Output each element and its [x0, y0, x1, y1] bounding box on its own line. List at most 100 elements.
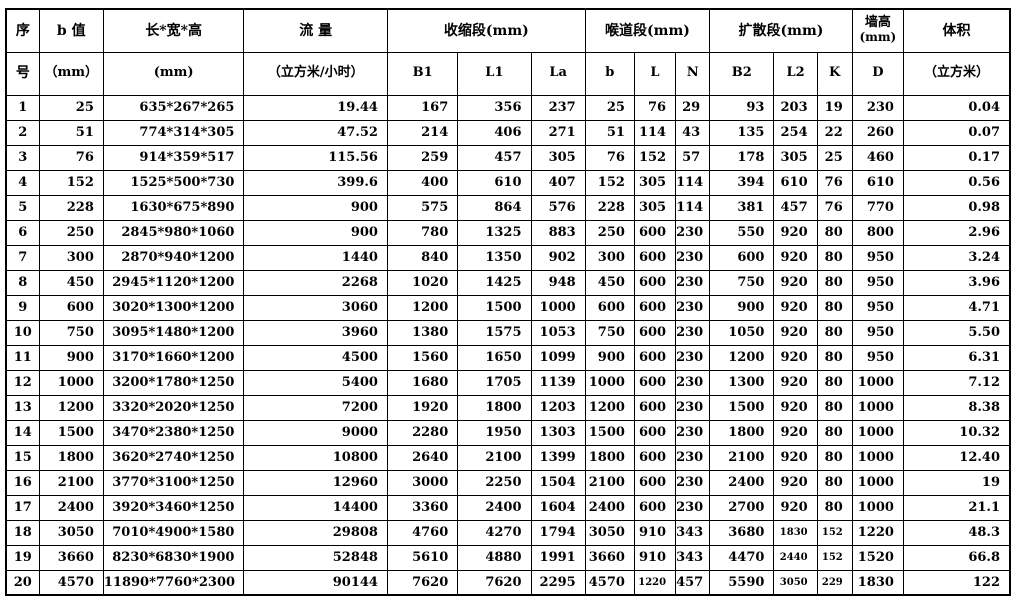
table-cell: 114	[675, 194, 711, 221]
table-cell: 29808	[243, 519, 388, 546]
table-cell: 4570	[38, 569, 104, 596]
table-cell: 3095*1480*1200	[102, 319, 245, 346]
table-cell: 4570	[584, 569, 635, 596]
row-number-cell: 3	[5, 144, 40, 171]
table-cell: 228	[584, 194, 635, 221]
table-cell: 1800	[457, 394, 532, 421]
table-cell: 214	[386, 119, 459, 146]
table-row: 14 1500 3470*2380*1250 9000 2280 1950 1303 1500…	[5, 419, 1011, 446]
table-cell: 167	[386, 94, 459, 121]
table-cell: 600	[633, 494, 677, 521]
row-number-cell: 14	[5, 419, 40, 446]
table-cell: 300	[584, 244, 635, 271]
table-cell: 230	[675, 469, 711, 496]
table-cell: 0.04	[902, 94, 1011, 121]
table-cell: 381	[709, 194, 775, 221]
table-cell: 3050	[38, 519, 104, 546]
table-cell: 76	[584, 144, 635, 171]
header-row-1: 序 b 值 长*宽*高 流 量 收缩段(mm) 喉道段(mm) 扩散段(mm) …	[5, 8, 1011, 53]
header-volume: 体积	[902, 8, 1011, 53]
row-number-cell: 5	[5, 194, 40, 221]
table-cell: 3960	[243, 319, 388, 346]
table-cell: 1200	[38, 394, 104, 421]
table-cell: 343	[675, 544, 711, 571]
table-cell: 1800	[584, 444, 635, 471]
table-cell: 178	[709, 144, 775, 171]
header-dimensions-unit: (mm)	[102, 51, 245, 96]
table-cell: 1000	[530, 294, 586, 321]
table-cell: 52848	[243, 544, 388, 571]
table-cell: 600	[633, 419, 677, 446]
table-cell: 1500	[457, 294, 532, 321]
table-cell: 19	[902, 469, 1011, 496]
table-cell: 1800	[38, 444, 104, 471]
table-cell: 3360	[386, 494, 459, 521]
table-cell: 1991	[530, 544, 586, 571]
row-number-cell: 20	[5, 569, 40, 596]
table-cell: 114	[675, 169, 711, 196]
table-cell: 0.17	[902, 144, 1011, 171]
table-cell: 883	[530, 219, 586, 246]
table-cell: 1200	[386, 294, 459, 321]
table-cell: 457	[457, 144, 532, 171]
table-cell: 1303	[530, 419, 586, 446]
table-cell: 635*267*265	[102, 94, 245, 121]
table-cell: 254	[773, 119, 818, 146]
table-cell: 1300	[709, 369, 775, 396]
table-cell: 3050	[584, 519, 635, 546]
table-cell: 228	[38, 194, 104, 221]
table-cell: 920	[773, 294, 818, 321]
table-cell: 80	[816, 269, 853, 296]
table-cell: 80	[816, 219, 853, 246]
table-cell: 0.98	[902, 194, 1011, 221]
table-cell: 600	[633, 444, 677, 471]
table-row: 17 2400 3920*3460*1250 14400 3360 2400 1604 240…	[5, 494, 1011, 521]
table-cell: 10.32	[902, 419, 1011, 446]
table-cell: 80	[816, 369, 853, 396]
table-cell: 1325	[457, 219, 532, 246]
table-cell: 51	[38, 119, 104, 146]
table-cell: 600	[633, 469, 677, 496]
table-cell: 1203	[530, 394, 586, 421]
row-number-cell: 6	[5, 219, 40, 246]
table-cell: 7.12	[902, 369, 1011, 396]
table-cell: 230	[675, 294, 711, 321]
table-cell: 780	[386, 219, 459, 246]
table-cell: 12960	[243, 469, 388, 496]
table-cell: 1830	[851, 569, 904, 596]
table-cell: 230	[675, 269, 711, 296]
table-cell: 1000	[851, 369, 904, 396]
table-cell: 1525*500*730	[102, 169, 245, 196]
table-cell: 3770*3100*1250	[102, 469, 245, 496]
table-cell: 920	[773, 469, 818, 496]
table-row: 6 250 2845*980*1060 900 780 1325 883 250 600 230 5…	[5, 219, 1011, 246]
header-group-throat: 喉道段(mm)	[584, 8, 711, 53]
table-cell: 576	[530, 194, 586, 221]
row-number-cell: 18	[5, 519, 40, 546]
table-cell: 76	[816, 194, 853, 221]
table-cell: 864	[457, 194, 532, 221]
row-number-cell: 11	[5, 344, 40, 371]
header-volume-unit: （立方米）	[902, 51, 1011, 96]
table-cell: 3060	[243, 294, 388, 321]
table-cell: 3.96	[902, 269, 1011, 296]
row-number-cell: 19	[5, 544, 40, 571]
table-cell: 48.3	[902, 519, 1011, 546]
table-cell: 4500	[243, 344, 388, 371]
table-cell: 750	[584, 319, 635, 346]
table-cell: 343	[675, 519, 711, 546]
header-subcol-D: D	[851, 51, 904, 96]
table-cell: 950	[851, 244, 904, 271]
table-row: 19 3660 8230*6830*1900 52848 5610 4880 1991 366…	[5, 544, 1011, 571]
table-cell: 0.56	[902, 169, 1011, 196]
table-cell: 7200	[243, 394, 388, 421]
table-row: 10 750 3095*1480*1200 3960 1380 1575 1053 750 60…	[5, 319, 1011, 346]
table-cell: 1000	[851, 419, 904, 446]
table-cell: 900	[243, 194, 388, 221]
table-cell: 259	[386, 144, 459, 171]
table-cell: 3170*1660*1200	[102, 344, 245, 371]
table-cell: 237	[530, 94, 586, 121]
table-cell: 2100	[709, 444, 775, 471]
table-cell: 1800	[709, 419, 775, 446]
table-cell: 1220	[633, 569, 677, 596]
